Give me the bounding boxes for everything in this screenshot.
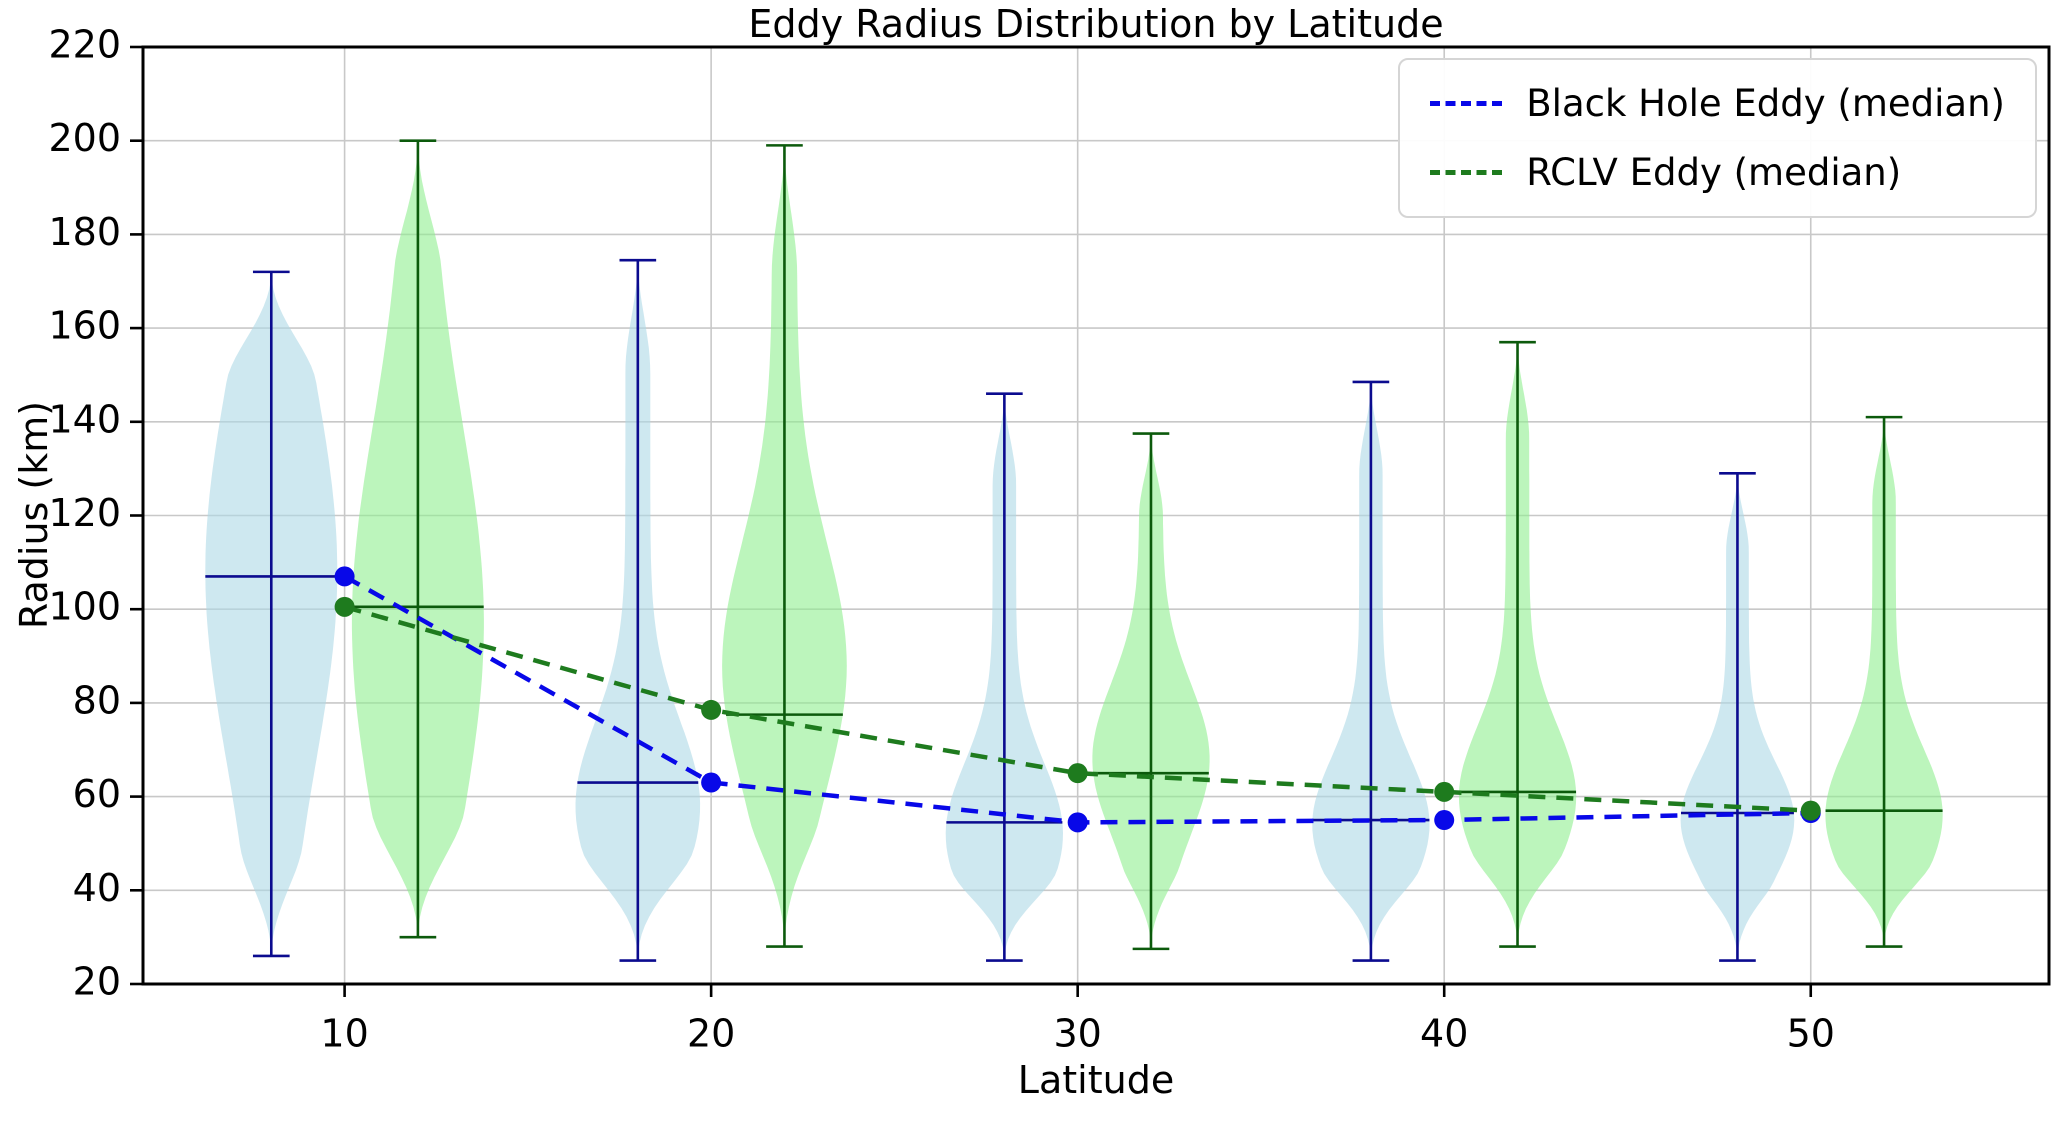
y-axis-label: Radius (km) — [12, 400, 56, 630]
svg-text:140: 140 — [48, 397, 121, 441]
legend-line-sample — [1430, 170, 1503, 175]
svg-text:220: 220 — [48, 23, 121, 67]
svg-text:60: 60 — [73, 772, 121, 816]
svg-text:120: 120 — [48, 491, 121, 535]
svg-text:40: 40 — [73, 866, 121, 910]
svg-text:160: 160 — [48, 304, 121, 348]
svg-text:20: 20 — [73, 960, 121, 1004]
svg-text:100: 100 — [48, 585, 121, 629]
legend-entry: RCLV Eddy (median) — [1430, 151, 2005, 194]
svg-text:40: 40 — [1420, 1012, 1468, 1056]
legend-entry-label: Black Hole Eddy (median) — [1526, 82, 2005, 125]
svg-text:200: 200 — [48, 116, 121, 160]
svg-text:80: 80 — [73, 678, 121, 722]
x-axis-label: Latitude — [1017, 1058, 1175, 1102]
legend-line-sample — [1430, 101, 1503, 106]
svg-text:10: 10 — [320, 1012, 368, 1056]
svg-text:20: 20 — [687, 1012, 735, 1056]
legend: Black Hole Eddy (median) RCLV Eddy (media… — [1398, 58, 2037, 218]
chart-title: Eddy Radius Distribution by Latitude — [748, 2, 1444, 46]
legend-entry-label: RCLV Eddy (median) — [1526, 151, 1902, 194]
svg-text:30: 30 — [1053, 1012, 1101, 1056]
svg-text:180: 180 — [48, 210, 121, 254]
legend-entry: Black Hole Eddy (median) — [1430, 82, 2005, 125]
svg-text:50: 50 — [1787, 1012, 1835, 1056]
